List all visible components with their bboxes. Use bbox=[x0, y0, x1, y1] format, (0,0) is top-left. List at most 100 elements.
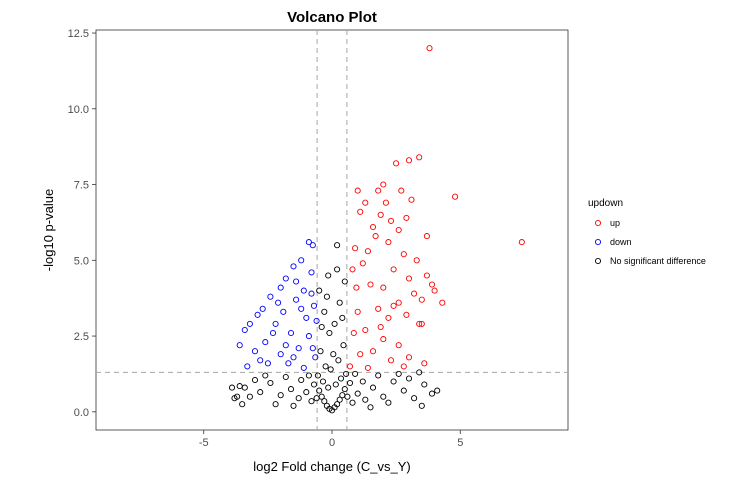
data-point-up bbox=[354, 187, 361, 194]
data-point-no-significant-difference bbox=[319, 378, 327, 385]
data-point-no-significant-difference bbox=[277, 392, 284, 399]
data-point-down bbox=[285, 360, 292, 367]
data-point-up bbox=[416, 154, 423, 161]
data-point-up bbox=[369, 223, 377, 231]
data-point-no-significant-difference bbox=[332, 381, 339, 388]
legend-key-no-significant-difference bbox=[594, 257, 602, 265]
data-point-down bbox=[251, 348, 259, 355]
data-point-up bbox=[385, 239, 392, 246]
data-point-down bbox=[246, 320, 253, 327]
data-point-no-significant-difference bbox=[337, 375, 345, 382]
plot-panel bbox=[95, 29, 569, 431]
data-point-down bbox=[282, 275, 289, 282]
data-point-down bbox=[293, 296, 300, 303]
data-point-no-significant-difference bbox=[313, 395, 320, 402]
data-point-down bbox=[259, 305, 266, 312]
data-point-down bbox=[282, 342, 289, 349]
legend-label: up bbox=[610, 218, 620, 228]
data-point-up bbox=[352, 245, 359, 252]
data-point-down bbox=[275, 299, 282, 306]
data-point-up bbox=[398, 187, 405, 194]
data-point-up bbox=[400, 363, 407, 370]
legend-key-down bbox=[594, 238, 602, 246]
data-point-no-significant-difference bbox=[287, 386, 295, 393]
data-point-up bbox=[357, 351, 364, 358]
data-point-up bbox=[377, 211, 384, 218]
y-axis-label: -log10 p-value bbox=[41, 189, 56, 271]
data-point-up bbox=[385, 314, 392, 321]
data-point-down bbox=[272, 320, 279, 327]
data-point-no-significant-difference bbox=[335, 357, 342, 364]
y-tick-label: 12.5 bbox=[68, 28, 89, 40]
data-point-down bbox=[300, 364, 307, 371]
data-point-down bbox=[305, 239, 312, 246]
data-point-no-significant-difference bbox=[375, 372, 382, 379]
data-point-down bbox=[309, 345, 316, 352]
data-point-no-significant-difference bbox=[267, 379, 274, 387]
data-point-up bbox=[380, 336, 387, 343]
data-point-no-significant-difference bbox=[321, 398, 328, 405]
data-point-down bbox=[264, 360, 271, 367]
y-tick-label: 10.0 bbox=[68, 104, 89, 116]
data-point-up bbox=[377, 323, 384, 331]
y-tick-label: 0.0 bbox=[74, 407, 89, 419]
data-point-no-significant-difference bbox=[336, 299, 343, 306]
data-point-no-significant-difference bbox=[257, 389, 264, 396]
data-point-up bbox=[421, 360, 428, 367]
data-point-no-significant-difference bbox=[321, 308, 328, 315]
data-point-no-significant-difference bbox=[303, 389, 310, 396]
data-point-down bbox=[312, 354, 319, 361]
data-point-no-significant-difference bbox=[344, 393, 351, 400]
data-point-no-significant-difference bbox=[330, 351, 337, 358]
data-point-no-significant-difference bbox=[339, 314, 346, 321]
data-point-down bbox=[277, 284, 284, 291]
data-point-down bbox=[244, 363, 251, 370]
data-point-up bbox=[362, 199, 369, 206]
x-axis-ticks: -5 0 5 bbox=[199, 430, 463, 449]
data-point-up bbox=[423, 272, 430, 279]
data-point-no-significant-difference bbox=[239, 401, 246, 408]
data-point-down bbox=[290, 263, 297, 270]
data-point-no-significant-difference bbox=[246, 393, 253, 400]
data-point-no-significant-difference bbox=[367, 404, 374, 411]
data-point-up bbox=[395, 342, 402, 349]
data-point-no-significant-difference bbox=[310, 381, 318, 388]
data-point-down bbox=[267, 293, 274, 300]
data-point-no-significant-difference bbox=[362, 396, 369, 403]
data-point-up bbox=[518, 239, 525, 246]
data-point-down bbox=[313, 317, 320, 324]
data-point-no-significant-difference bbox=[272, 401, 279, 408]
data-point-no-significant-difference bbox=[326, 329, 333, 337]
data-point-no-significant-difference bbox=[290, 402, 297, 409]
legend-label: No significant difference bbox=[610, 256, 706, 266]
data-point-down bbox=[310, 302, 318, 309]
data-point-up bbox=[390, 302, 397, 309]
data-point-no-significant-difference bbox=[325, 272, 332, 279]
data-point-up bbox=[408, 196, 415, 203]
data-point-no-significant-difference bbox=[228, 384, 236, 391]
data-point-no-significant-difference bbox=[395, 370, 402, 377]
data-point-no-significant-difference bbox=[405, 375, 413, 382]
data-point-up bbox=[405, 275, 413, 282]
data-point-up bbox=[357, 208, 364, 215]
data-point-up bbox=[349, 266, 356, 273]
data-point-no-significant-difference bbox=[385, 399, 392, 406]
data-point-up bbox=[380, 181, 387, 188]
data-point-up bbox=[362, 326, 369, 334]
data-point-no-significant-difference bbox=[305, 372, 312, 379]
data-point-no-significant-difference bbox=[295, 395, 302, 402]
legend-title: updown bbox=[588, 198, 623, 209]
data-point-up bbox=[426, 45, 433, 52]
legend-key-up bbox=[594, 219, 602, 227]
data-point-no-significant-difference bbox=[369, 384, 377, 391]
data-point-no-significant-difference bbox=[343, 370, 350, 377]
data-point-no-significant-difference bbox=[380, 393, 387, 400]
data-point-up bbox=[387, 357, 395, 364]
data-point-down bbox=[287, 329, 295, 337]
data-point-no-significant-difference bbox=[341, 386, 348, 393]
data-point-up bbox=[428, 281, 436, 288]
data-point-up bbox=[393, 160, 400, 167]
data-point-up bbox=[411, 290, 418, 297]
